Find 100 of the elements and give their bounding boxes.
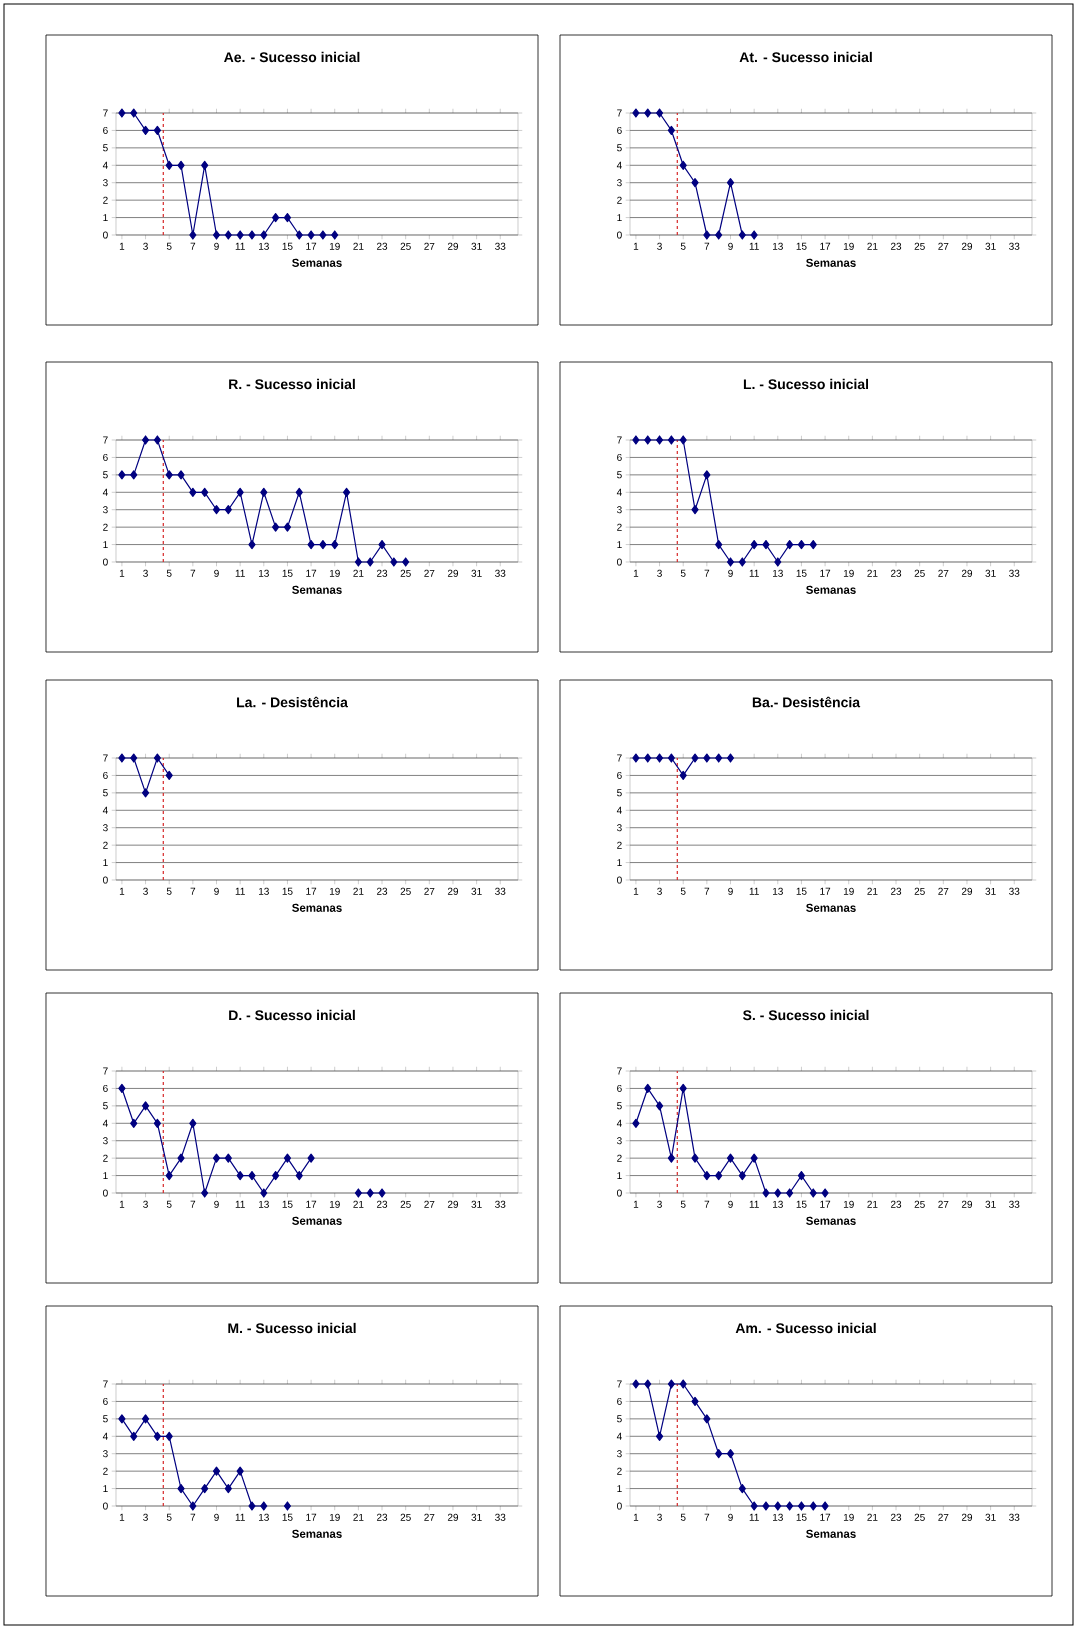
point [644, 108, 652, 118]
point [165, 1170, 173, 1181]
x-tick-label: 19 [329, 887, 340, 895]
y-tick-label: 1 [617, 859, 622, 867]
x-tick-label: 17 [306, 1200, 317, 1208]
point [153, 125, 161, 136]
x-tick-label: 21 [353, 887, 364, 895]
x-tick-label: 7 [704, 242, 710, 250]
point [715, 539, 723, 550]
point [679, 160, 687, 170]
point [703, 1414, 711, 1424]
y-tick-label: 5 [617, 1102, 622, 1110]
point [319, 539, 327, 550]
x-tick-label: 21 [353, 1513, 364, 1521]
point [378, 539, 386, 550]
x-axis-title: Semanas [806, 1216, 856, 1225]
point [189, 1118, 197, 1128]
chart-title: La. - Desistência [237, 696, 348, 708]
x-axis-title: Semanas [292, 1216, 342, 1225]
x-tick-label: 7 [190, 1513, 196, 1521]
point [307, 230, 315, 240]
x-tick-label: 23 [376, 1200, 388, 1208]
x-tick-label: 31 [985, 569, 996, 577]
point [224, 1153, 232, 1163]
point [726, 1153, 735, 1163]
x-tick-label: 19 [843, 1200, 854, 1208]
point [715, 1449, 723, 1459]
point [703, 230, 711, 240]
point [632, 435, 640, 445]
x-tick-label: 1 [633, 1200, 639, 1208]
point [366, 557, 374, 567]
x-axis-title: Semanas [806, 258, 856, 267]
x-tick-label: 25 [914, 1513, 925, 1521]
point [786, 1501, 794, 1511]
y-tick-label: 0 [103, 1189, 108, 1197]
y-tick-label: 1 [103, 1485, 108, 1493]
point [366, 1188, 374, 1198]
y-tick-label: 4 [616, 806, 622, 814]
x-tick-label: 11 [749, 887, 759, 895]
x-tick-label: 5 [166, 1200, 172, 1208]
x-tick-label: 21 [867, 569, 878, 577]
y-tick-label: 3 [103, 1450, 108, 1458]
x-tick-label: 9 [728, 1513, 733, 1521]
x-tick-label: 11 [749, 242, 759, 250]
point [726, 557, 735, 567]
x-tick-label: 31 [985, 242, 996, 250]
point [118, 108, 126, 118]
point [177, 1483, 185, 1494]
chart-title: M. - Sucesso inicial [228, 1322, 356, 1334]
y-tick-label: 4 [616, 161, 622, 169]
point [224, 505, 232, 515]
point [272, 212, 280, 223]
chart-title: Ae. - Sucesso inicial [224, 51, 360, 63]
point [762, 1188, 770, 1198]
x-tick-label: 19 [843, 242, 854, 250]
x-tick-label: 33 [1009, 1513, 1020, 1521]
point [809, 1188, 817, 1198]
point [774, 557, 782, 567]
x-tick-label: 17 [306, 569, 317, 577]
y-tick-label: 3 [617, 824, 622, 832]
x-tick-label: 11 [235, 1200, 245, 1208]
y-tick-label: 1 [617, 1485, 622, 1493]
point [632, 108, 640, 118]
x-tick-label: 9 [728, 1200, 733, 1208]
x-tick-label: 21 [867, 1200, 878, 1208]
x-tick-label: 13 [259, 1513, 269, 1521]
y-tick-label: 5 [103, 1102, 108, 1110]
point [130, 108, 138, 118]
x-tick-label: 15 [796, 1513, 807, 1521]
point [224, 230, 232, 240]
x-axis-title: Semanas [292, 1529, 342, 1538]
point [248, 230, 256, 240]
point [236, 230, 244, 240]
x-tick-label: 11 [235, 1513, 245, 1521]
point [809, 539, 817, 550]
x-tick-label: 1 [119, 569, 125, 577]
y-tick-label: 7 [103, 1067, 108, 1075]
x-tick-label: 25 [914, 569, 925, 577]
point [141, 435, 150, 445]
point [667, 1153, 675, 1163]
point [715, 1170, 723, 1181]
x-tick-label: 19 [843, 887, 854, 895]
x-tick-label: 25 [400, 569, 411, 577]
x-tick-label: 33 [495, 887, 506, 895]
x-tick-label: 1 [119, 1200, 125, 1208]
y-tick-label: 7 [103, 109, 108, 117]
x-tick-label: 25 [914, 887, 925, 895]
chart-title: D. - Sucesso inicial [229, 1009, 355, 1021]
x-tick-label: 23 [376, 569, 388, 577]
point [726, 178, 735, 188]
y-tick-label: 3 [103, 506, 108, 514]
point [809, 1501, 817, 1511]
x-tick-label: 31 [985, 1200, 996, 1208]
y-tick-label: 1 [617, 541, 622, 549]
x-tick-label: 29 [961, 1200, 973, 1208]
point [762, 1501, 770, 1511]
point [236, 1466, 244, 1476]
point [141, 1101, 150, 1111]
point [165, 160, 173, 170]
x-tick-label: 1 [633, 242, 639, 250]
